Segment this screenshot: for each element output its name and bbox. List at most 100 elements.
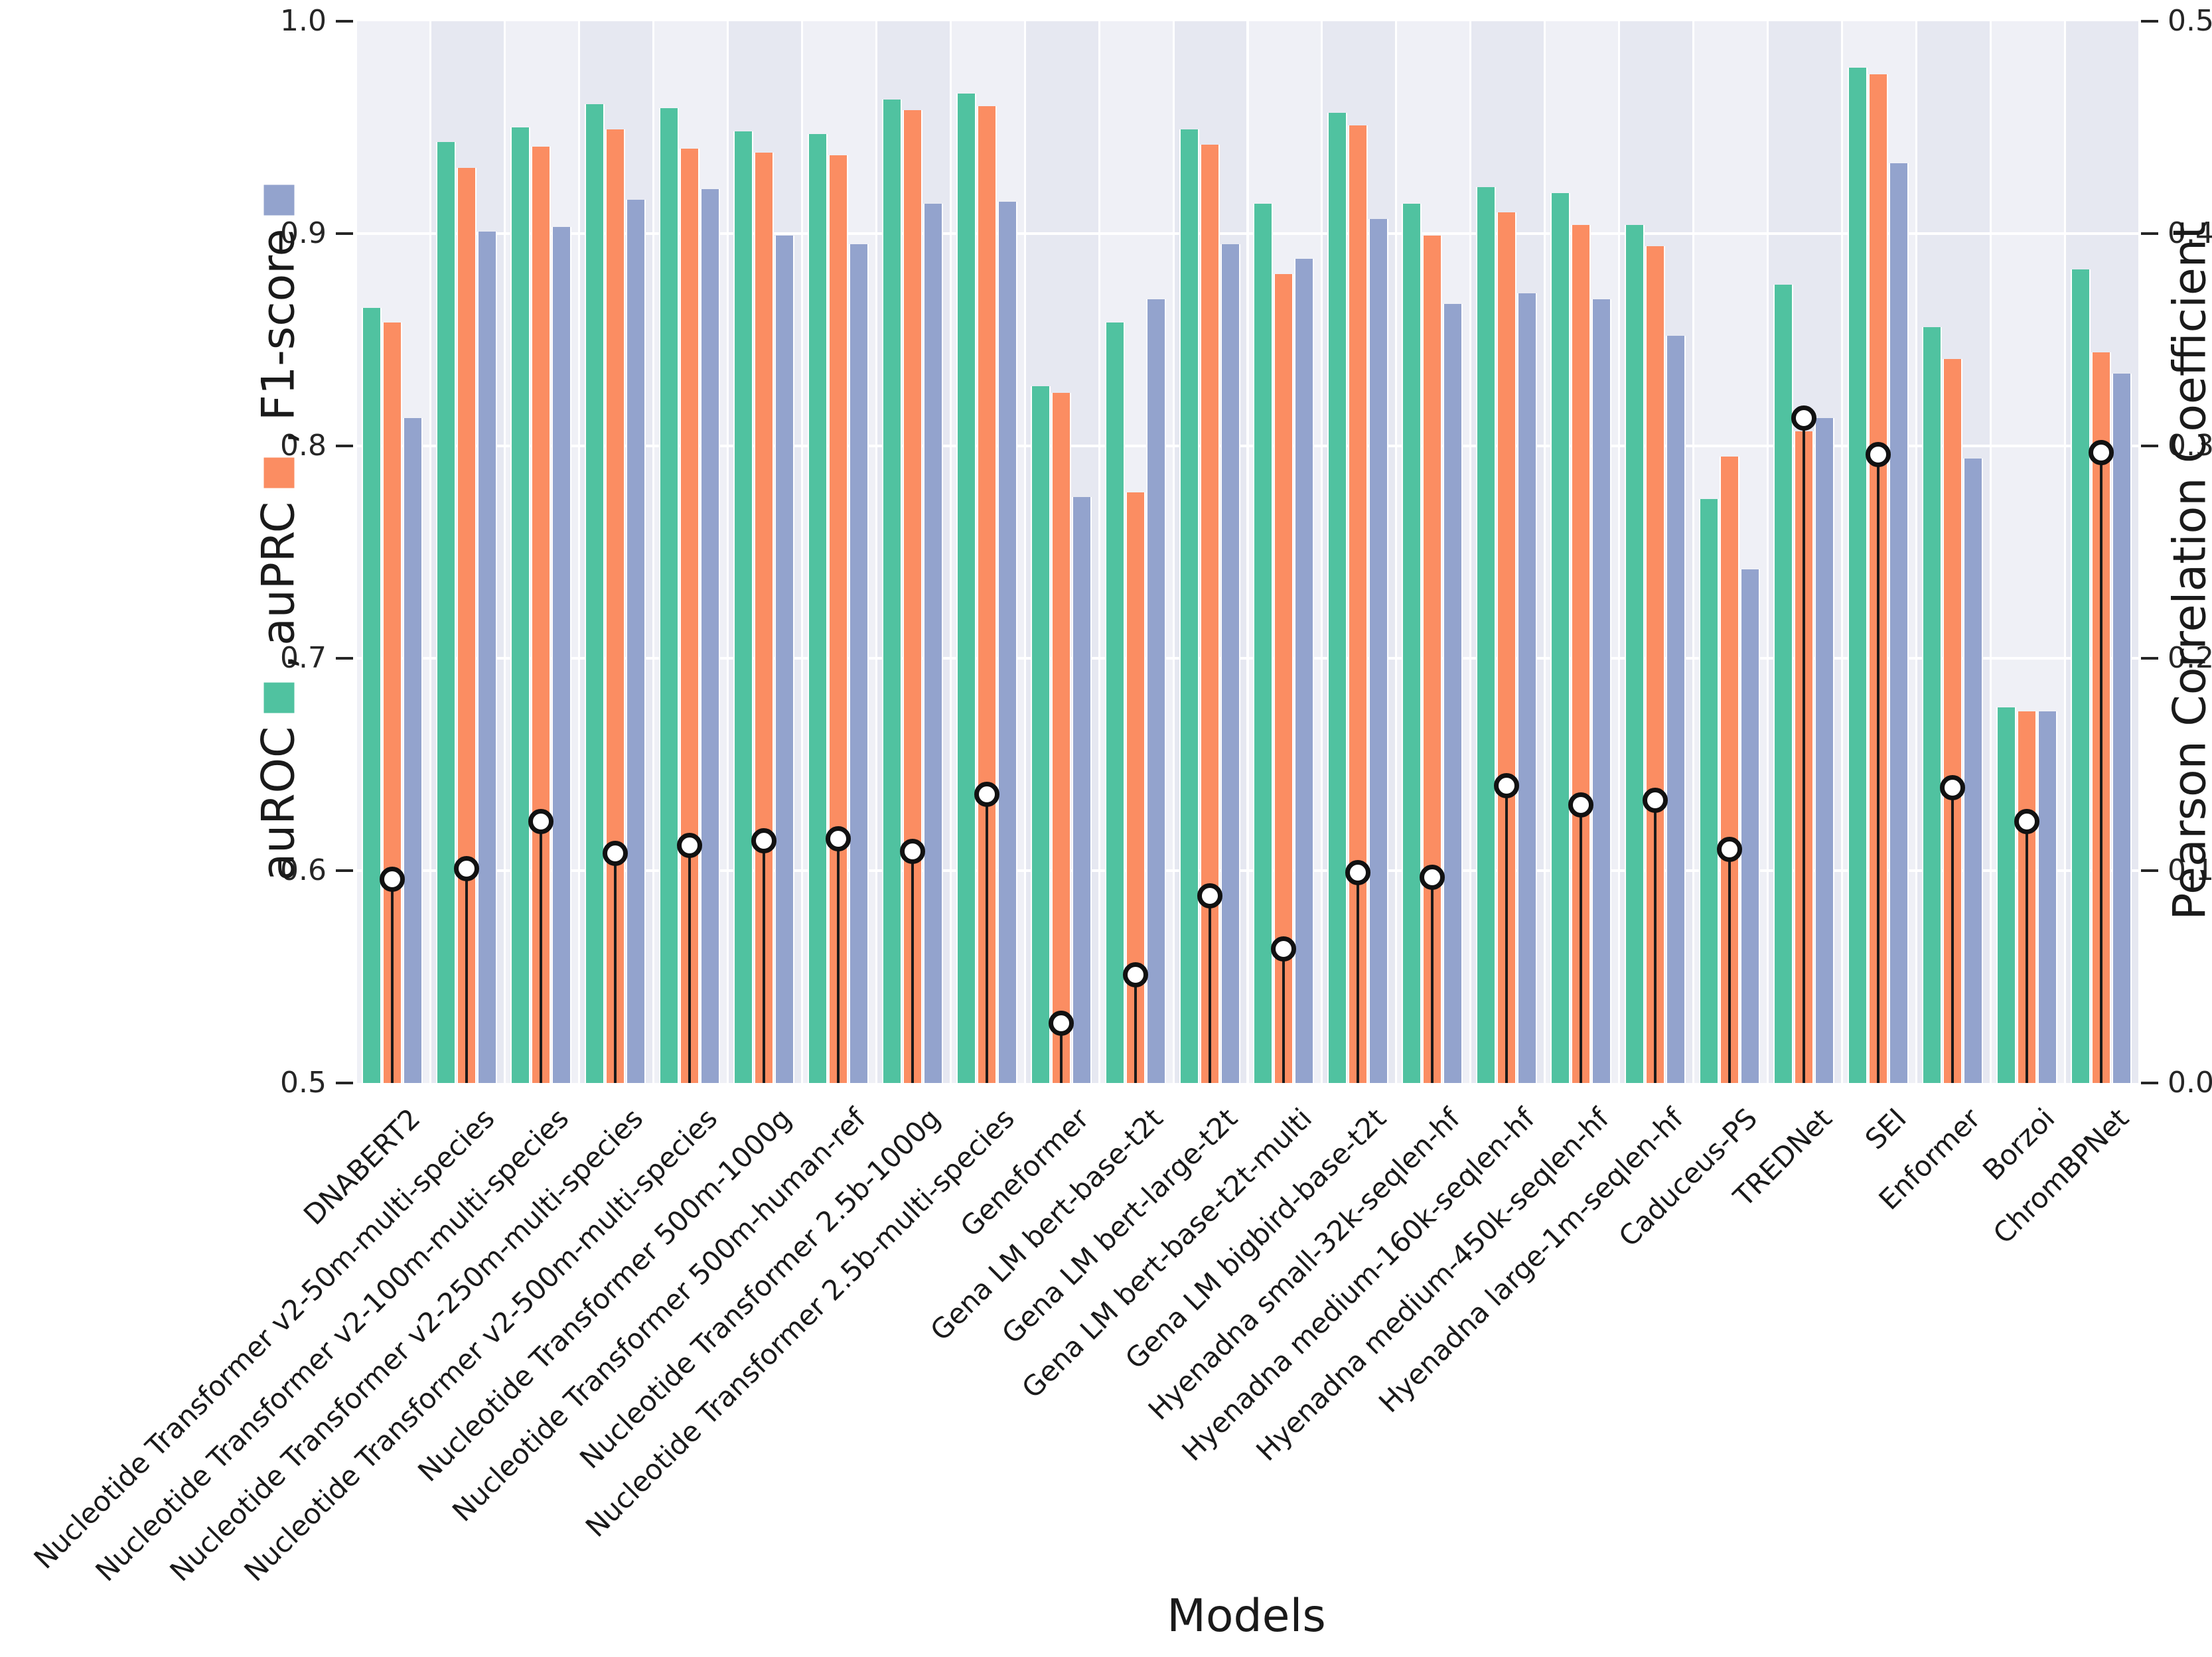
x-axis-title: Models — [1167, 1590, 1326, 1642]
pearson-marker — [751, 828, 776, 854]
legend-separator: , — [252, 430, 305, 445]
bar-f1 — [1443, 303, 1463, 1083]
bar-f1 — [1071, 496, 1092, 1083]
pearson-marker — [1791, 405, 1817, 431]
bar-f1 — [848, 244, 869, 1083]
bar-auroc — [1625, 225, 1645, 1083]
pearson-marker — [899, 839, 925, 865]
bar-auroc — [1550, 193, 1571, 1083]
pearson-stem — [2100, 452, 2103, 1083]
legend-label-f1: F1-score — [252, 228, 305, 421]
left-tick — [336, 1082, 353, 1084]
plot-area — [355, 21, 2138, 1083]
bar-f1 — [1368, 218, 1389, 1083]
bar-f1 — [1517, 293, 1538, 1083]
legend-swatch-auprc-icon — [263, 457, 294, 488]
bar-f1 — [1145, 299, 1166, 1083]
legend-swatch-auroc-icon — [263, 682, 294, 713]
bar-auroc — [510, 127, 530, 1083]
bar-auprc — [1720, 457, 1740, 1083]
pearson-stem — [1282, 949, 1286, 1083]
bar-auroc — [1327, 112, 1348, 1083]
pearson-stem — [911, 851, 914, 1083]
right-tick — [2141, 1082, 2158, 1084]
bar-auroc — [1030, 386, 1051, 1083]
pearson-stem — [1803, 418, 1806, 1083]
right-tick-label: 0.0 — [2168, 1066, 2212, 1100]
pearson-stem — [836, 839, 840, 1083]
pearson-marker — [825, 826, 851, 851]
bar-auroc — [2071, 269, 2091, 1083]
left-tick-label: 0.7 — [280, 641, 327, 675]
pearson-marker — [1048, 1011, 1074, 1037]
right-tick — [2141, 445, 2158, 447]
right-tick-label: 0.5 — [2168, 4, 2212, 38]
bar-f1 — [1963, 459, 1984, 1083]
pearson-marker — [1866, 441, 1891, 467]
bar-f1 — [625, 199, 646, 1083]
bar-f1 — [922, 204, 943, 1083]
bar-f1 — [402, 418, 423, 1083]
gridline — [355, 232, 2138, 235]
bar-auroc — [881, 100, 902, 1083]
bar-f1 — [1740, 569, 1761, 1083]
left-tick — [336, 445, 353, 447]
pearson-marker — [1643, 788, 1668, 814]
right-tick — [2141, 657, 2158, 660]
left-tick-label: 0.6 — [280, 853, 327, 887]
x-tick-label: SEI — [1858, 1102, 1913, 1156]
bar-auroc — [807, 133, 828, 1083]
pearson-marker — [1420, 864, 1445, 890]
bar-auroc — [1699, 499, 1720, 1083]
left-tick-label: 0.9 — [280, 216, 327, 250]
right-tick — [2141, 232, 2158, 235]
bar-f1 — [997, 202, 1017, 1083]
left-tick — [336, 20, 353, 23]
legend-separator: , — [252, 654, 305, 670]
left-tick — [336, 232, 353, 235]
right-tick-label: 0.3 — [2168, 429, 2212, 463]
gridline — [355, 657, 2138, 660]
bar-f1 — [1591, 299, 1612, 1083]
left-tick-label: 0.5 — [280, 1066, 327, 1100]
bar-auroc — [361, 308, 382, 1083]
bar-auroc — [1848, 68, 1868, 1083]
bar-auroc — [1476, 186, 1497, 1083]
pearson-stem — [613, 853, 617, 1083]
bar-f1 — [1889, 163, 1909, 1083]
right-tick — [2141, 869, 2158, 872]
pearson-stem — [1059, 1023, 1063, 1083]
gridline — [355, 869, 2138, 872]
gridline — [355, 445, 2138, 447]
pearson-stem — [1580, 804, 1583, 1083]
pearson-stem — [1951, 788, 1954, 1083]
bar-f1 — [1294, 259, 1315, 1083]
left-axis-legend: auROC , auPRC , F1-score — [253, 180, 305, 881]
pearson-marker — [1271, 936, 1297, 962]
pearson-marker — [1494, 773, 1520, 798]
pearson-stem — [539, 822, 542, 1083]
bar-auroc — [1402, 204, 1422, 1083]
bar-f1 — [700, 188, 720, 1083]
x-tick-label: ChromBPNet — [1986, 1102, 2136, 1250]
right-tick-label: 0.1 — [2168, 853, 2212, 887]
pearson-marker — [453, 855, 479, 881]
bar-auroc — [1104, 323, 1125, 1083]
pearson-stem — [688, 845, 691, 1083]
right-tick-label: 0.4 — [2168, 216, 2212, 250]
pearson-marker — [974, 781, 999, 807]
bar-auprc — [1943, 358, 1963, 1083]
bar-f1 — [1814, 418, 1835, 1083]
pearson-marker — [1197, 883, 1222, 909]
bar-auroc — [1179, 129, 1199, 1083]
bar-auroc — [1773, 284, 1794, 1083]
right-axis-title: Pearson Correlation Coefficient — [2164, 221, 2212, 920]
pearson-stem — [762, 841, 765, 1083]
right-tick — [2141, 20, 2158, 23]
pearson-stem — [2026, 822, 2029, 1083]
pearson-stem — [1654, 800, 1657, 1083]
legend-swatch-f1-icon — [263, 184, 294, 216]
left-tick-label: 1.0 — [280, 4, 327, 38]
pearson-marker — [1122, 962, 1148, 987]
